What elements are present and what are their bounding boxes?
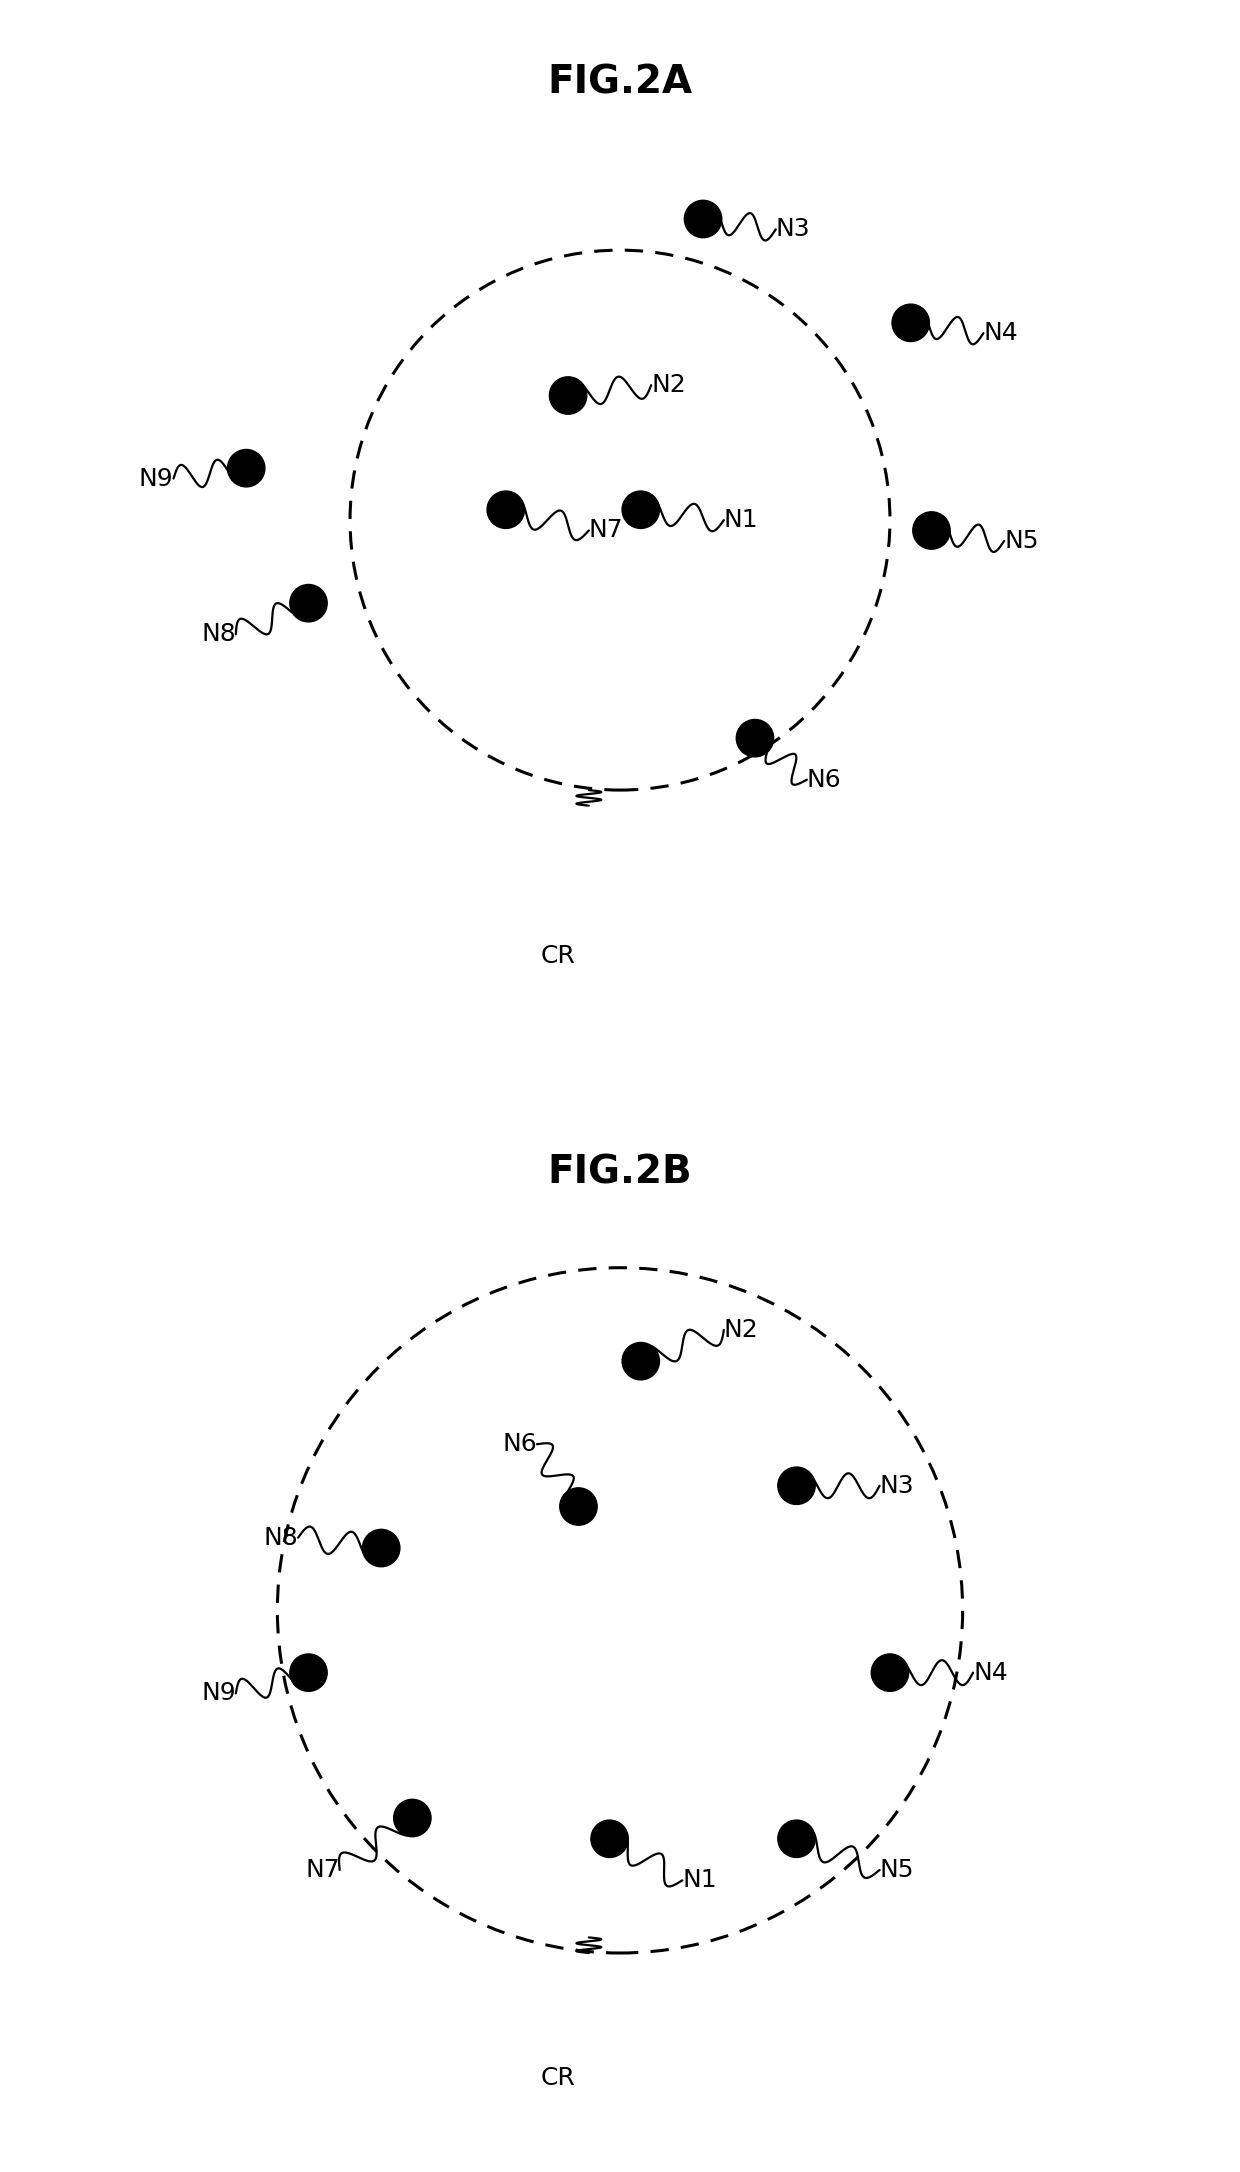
- Circle shape: [591, 1820, 629, 1857]
- Text: N3: N3: [879, 1475, 914, 1499]
- Circle shape: [290, 584, 327, 621]
- Text: N8: N8: [201, 623, 236, 647]
- Text: FIG.2A: FIG.2A: [547, 63, 693, 102]
- Text: N2: N2: [724, 1318, 759, 1342]
- Text: N8: N8: [263, 1525, 298, 1549]
- Circle shape: [892, 304, 930, 341]
- Circle shape: [227, 450, 265, 487]
- Circle shape: [622, 1342, 660, 1379]
- Text: N5: N5: [879, 1857, 914, 1881]
- Text: CR: CR: [541, 2066, 575, 2089]
- Circle shape: [487, 491, 525, 528]
- Text: N6: N6: [502, 1431, 537, 1455]
- Text: N9: N9: [201, 1681, 236, 1705]
- Text: N5: N5: [1004, 528, 1039, 554]
- Text: N1: N1: [682, 1868, 717, 1892]
- Text: N2: N2: [651, 374, 686, 397]
- Text: N1: N1: [724, 508, 759, 532]
- Circle shape: [549, 376, 587, 415]
- Text: CR: CR: [541, 945, 575, 969]
- Text: N6: N6: [807, 767, 842, 793]
- Text: FIG.2B: FIG.2B: [548, 1153, 692, 1192]
- Circle shape: [290, 1653, 327, 1692]
- Circle shape: [777, 1820, 815, 1857]
- Text: N3: N3: [776, 217, 811, 241]
- Text: N4: N4: [983, 321, 1018, 345]
- Text: N4: N4: [973, 1662, 1008, 1685]
- Circle shape: [393, 1798, 432, 1838]
- Circle shape: [684, 200, 722, 237]
- Circle shape: [777, 1466, 815, 1505]
- Text: N7: N7: [589, 519, 624, 543]
- Text: N9: N9: [139, 467, 174, 491]
- Circle shape: [362, 1529, 399, 1566]
- Circle shape: [737, 719, 774, 756]
- Circle shape: [872, 1653, 909, 1692]
- Circle shape: [913, 513, 950, 550]
- Circle shape: [559, 1488, 598, 1525]
- Text: N7: N7: [305, 1857, 340, 1881]
- Circle shape: [622, 491, 660, 528]
